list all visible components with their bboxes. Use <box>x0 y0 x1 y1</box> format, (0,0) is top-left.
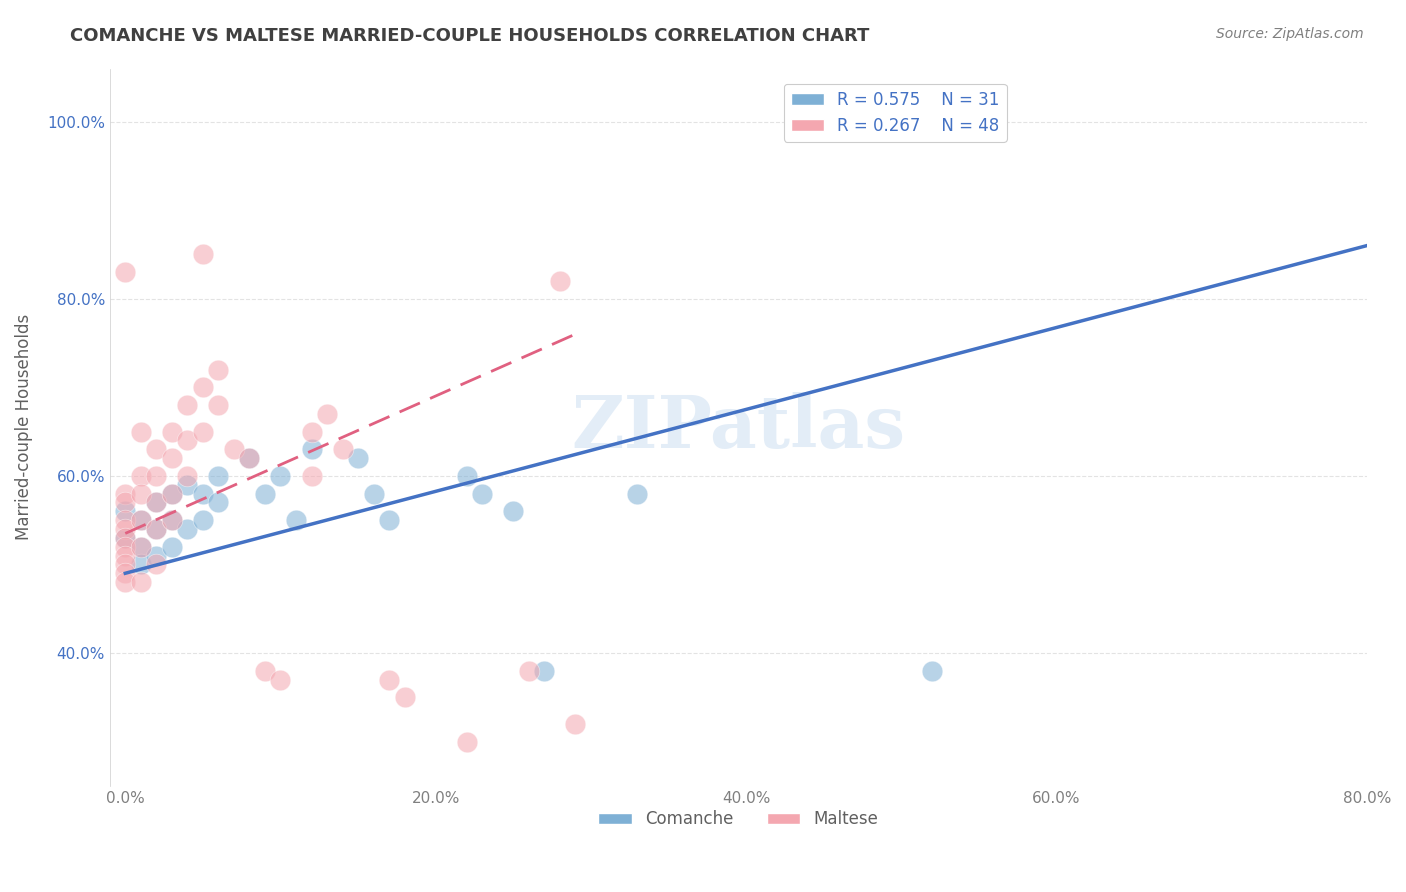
Text: COMANCHE VS MALTESE MARRIED-COUPLE HOUSEHOLDS CORRELATION CHART: COMANCHE VS MALTESE MARRIED-COUPLE HOUSE… <box>70 27 870 45</box>
Point <box>316 407 339 421</box>
Point <box>129 513 152 527</box>
Point <box>160 425 183 439</box>
Point <box>114 575 136 590</box>
Point <box>129 540 152 554</box>
Point <box>456 468 478 483</box>
Point <box>129 558 152 572</box>
Point <box>347 451 370 466</box>
Point <box>114 531 136 545</box>
Point <box>548 274 571 288</box>
Point <box>160 451 183 466</box>
Point <box>378 673 401 687</box>
Point <box>160 486 183 500</box>
Point <box>160 513 183 527</box>
Point <box>129 513 152 527</box>
Point <box>160 486 183 500</box>
Point <box>114 504 136 518</box>
Point <box>363 486 385 500</box>
Point <box>301 468 323 483</box>
Point <box>269 468 291 483</box>
Point <box>921 664 943 678</box>
Point <box>191 425 214 439</box>
Point <box>191 513 214 527</box>
Point <box>145 522 167 536</box>
Point <box>471 486 494 500</box>
Point <box>517 664 540 678</box>
Point <box>114 558 136 572</box>
Point <box>378 513 401 527</box>
Point <box>626 486 648 500</box>
Point <box>533 664 555 678</box>
Point <box>176 434 198 448</box>
Point <box>145 468 167 483</box>
Point <box>394 690 416 705</box>
Legend: Comanche, Maltese: Comanche, Maltese <box>592 804 884 835</box>
Point <box>191 486 214 500</box>
Point <box>253 486 276 500</box>
Point <box>207 362 229 376</box>
Point <box>145 495 167 509</box>
Point <box>285 513 308 527</box>
Point <box>129 425 152 439</box>
Point <box>191 380 214 394</box>
Point <box>114 265 136 279</box>
Point <box>332 442 354 457</box>
Point <box>145 442 167 457</box>
Point <box>129 468 152 483</box>
Point <box>456 734 478 748</box>
Point <box>176 398 198 412</box>
Point <box>160 513 183 527</box>
Point <box>145 495 167 509</box>
Point <box>145 549 167 563</box>
Point <box>176 468 198 483</box>
Point <box>129 486 152 500</box>
Point <box>114 522 136 536</box>
Point <box>114 531 136 545</box>
Point <box>222 442 245 457</box>
Point <box>114 566 136 581</box>
Point <box>253 664 276 678</box>
Point <box>145 558 167 572</box>
Point <box>114 495 136 509</box>
Point <box>564 716 586 731</box>
Point <box>238 451 260 466</box>
Point <box>207 398 229 412</box>
Point <box>301 425 323 439</box>
Point <box>145 522 167 536</box>
Point <box>129 540 152 554</box>
Point <box>207 468 229 483</box>
Point <box>176 522 198 536</box>
Point <box>502 504 524 518</box>
Y-axis label: Married-couple Households: Married-couple Households <box>15 314 32 541</box>
Point <box>114 540 136 554</box>
Point <box>129 575 152 590</box>
Text: Source: ZipAtlas.com: Source: ZipAtlas.com <box>1216 27 1364 41</box>
Point <box>207 495 229 509</box>
Point <box>176 477 198 491</box>
Point <box>301 442 323 457</box>
Point <box>114 513 136 527</box>
Point <box>160 540 183 554</box>
Text: ZIPatlas: ZIPatlas <box>571 392 905 463</box>
Point <box>191 247 214 261</box>
Point <box>269 673 291 687</box>
Point <box>114 549 136 563</box>
Point <box>238 451 260 466</box>
Point <box>114 486 136 500</box>
